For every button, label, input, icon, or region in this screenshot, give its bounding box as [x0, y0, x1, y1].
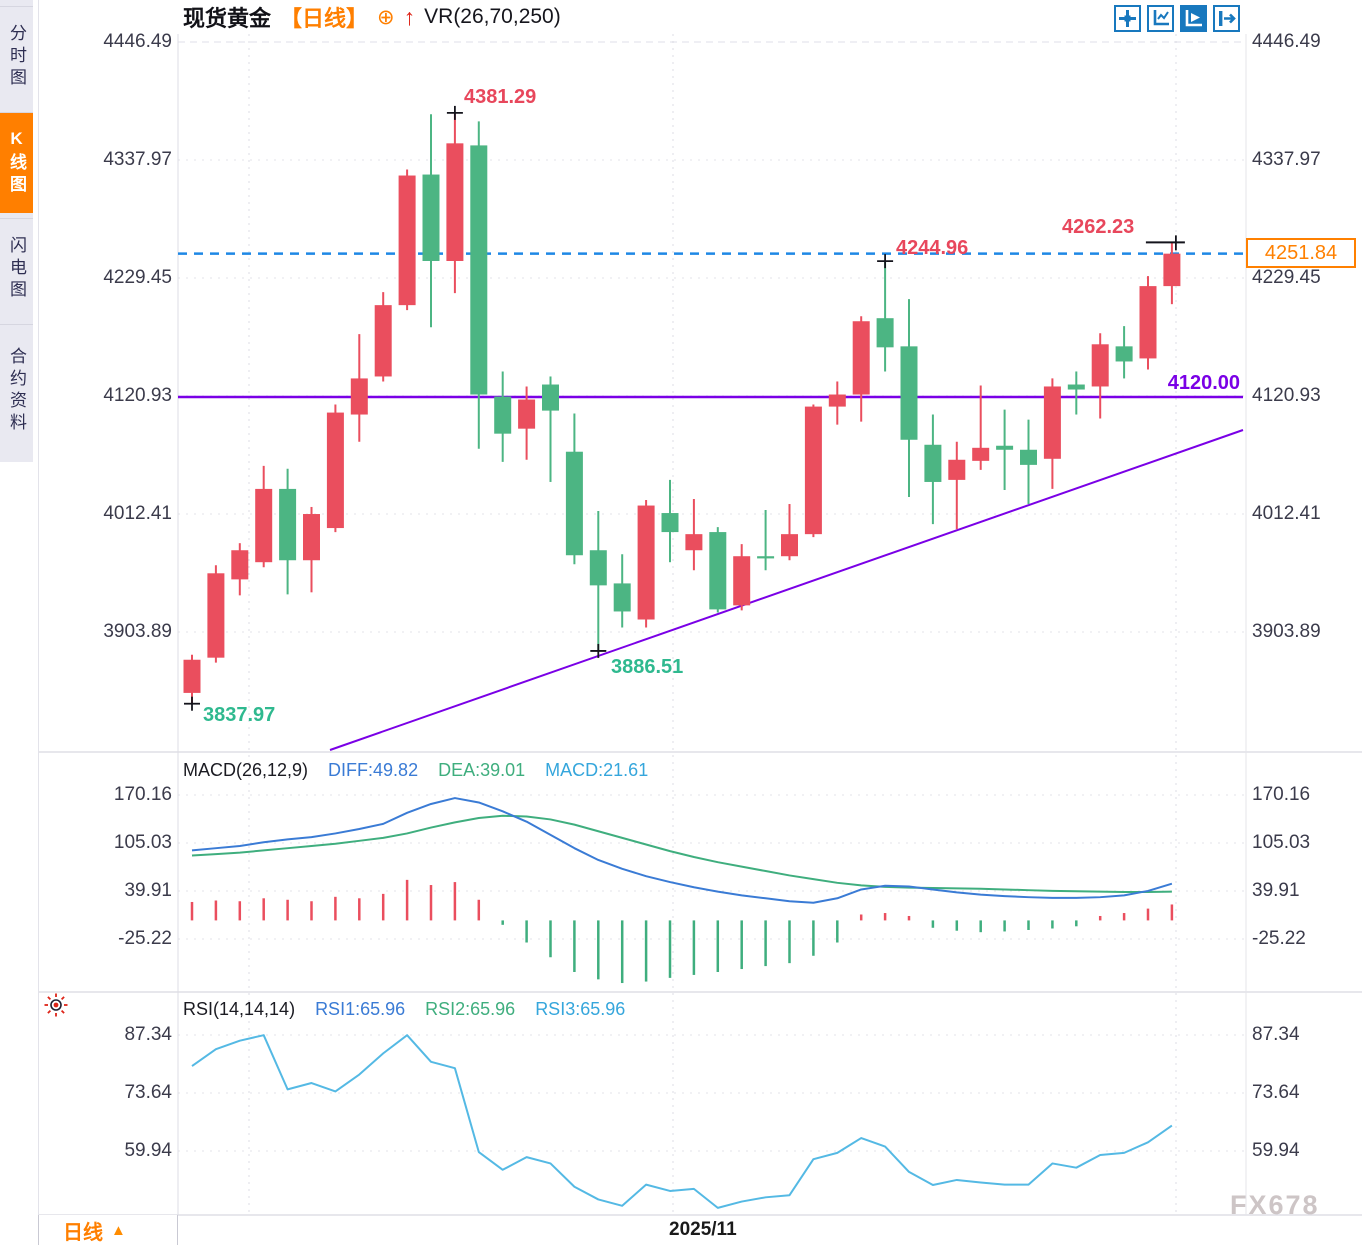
exit-panel-button[interactable] [1213, 5, 1240, 32]
sidebar-tab-2[interactable]: K线图 [0, 112, 33, 213]
candle-12 [446, 143, 464, 261]
candle-24 [733, 556, 751, 606]
candle-17 [565, 451, 583, 556]
timeframe-dropdown-icon: ▲ [111, 1221, 126, 1239]
add-indicator-icon[interactable]: ⊕ [377, 5, 395, 29]
rsi3-value: RSI3:65.96 [535, 999, 626, 1019]
x-axis-tick-label: 2025/11 [669, 1219, 737, 1240]
candle-42 [1163, 253, 1181, 287]
candle-33 [948, 459, 966, 480]
candle-8 [350, 378, 368, 415]
period-tag[interactable]: 【日线】 [280, 6, 369, 31]
candle-18 [589, 550, 607, 586]
symbol-title: 现货黄金 [183, 6, 272, 31]
macd-header: MACD(26,12,9) DIFF:49.82 DEA:39.01 MACD:… [183, 760, 648, 781]
chart-header: 现货黄金 【日线】 ⊕ ↑ VR(26,70,250) [183, 3, 561, 31]
candle-11 [422, 174, 440, 261]
candle-25 [757, 556, 775, 559]
axis-play-icon [1185, 10, 1202, 27]
rsi-header: RSI(14,14,14) RSI1:65.96 RSI2:65.96 RSI3… [183, 999, 625, 1020]
candle-30 [876, 318, 894, 348]
candle-37 [1043, 386, 1061, 459]
last-price-tag: 4251.84 [1246, 238, 1356, 268]
candle-34 [972, 447, 990, 461]
rsi-title: RSI(14,14,14) [183, 999, 296, 1019]
sidebar: 分时图 K线图闪电图合约资料 [0, 0, 33, 462]
candle-2 [207, 573, 225, 658]
candle-15 [518, 399, 536, 429]
sun-indicator-icon[interactable] [43, 992, 69, 1018]
timeframe-selector[interactable]: 日线 ▲ [38, 1215, 178, 1245]
macd-diff-line [191, 797, 1173, 904]
candle-9 [374, 305, 392, 377]
candle-20 [637, 505, 655, 620]
rsi-line [191, 1034, 1173, 1209]
rsi1-value: RSI1:65.96 [315, 999, 406, 1019]
candle-14 [494, 396, 512, 434]
candle-13 [470, 145, 488, 395]
chart-toolbar [1114, 5, 1240, 32]
candle-1 [183, 659, 201, 693]
macd-dea-value: DEA:39.01 [438, 760, 526, 780]
candle-22 [685, 534, 703, 551]
timeframe-label: 日线 [63, 1221, 103, 1244]
candle-5 [279, 488, 297, 561]
crosshair-move-icon [1119, 10, 1136, 27]
sidebar-tab-3[interactable]: 闪电图 [0, 218, 33, 319]
candle-36 [1020, 449, 1037, 465]
candle-21 [661, 513, 679, 533]
candle-39 [1091, 344, 1109, 387]
candle-38 [1067, 384, 1085, 390]
macd-dea-line [191, 814, 1172, 894]
candle-35 [996, 445, 1014, 450]
candle-3 [231, 550, 249, 580]
candle-7 [326, 412, 344, 529]
candle-4 [255, 488, 273, 563]
candle-32 [924, 444, 942, 482]
axis-chart-button[interactable] [1147, 5, 1174, 32]
exit-panel-icon [1219, 11, 1236, 26]
watermark: FX678 [1230, 1190, 1320, 1220]
candle-6 [303, 514, 320, 561]
candle-29 [852, 321, 870, 395]
candle-16 [542, 384, 559, 411]
candle-31 [900, 346, 918, 440]
macd-title: MACD(26,12,9) [183, 760, 309, 780]
macd-diff-value: DIFF:49.82 [328, 760, 419, 780]
candle-28 [828, 394, 846, 407]
candle-19 [613, 583, 631, 612]
candle-23 [709, 532, 727, 610]
candle-26 [781, 534, 798, 557]
macd-macd-value: MACD:21.61 [545, 760, 649, 780]
sidebar-tab-1[interactable]: 分时图 [0, 6, 33, 107]
overlay-indicator-label: VR(26,70,250) [424, 5, 561, 28]
candle-40 [1115, 346, 1133, 362]
candle-10 [398, 175, 416, 306]
sidebar-tab-4[interactable]: 合约资料 [0, 324, 33, 457]
axis-chart-icon [1153, 10, 1169, 26]
up-arrow-icon: ↑ [403, 3, 416, 30]
crosshair-move-button[interactable] [1114, 5, 1141, 32]
candle-41 [1139, 286, 1157, 359]
rsi2-value: RSI2:65.96 [425, 999, 516, 1019]
sidebar-gutter [33, 0, 39, 1245]
axis-play-button[interactable] [1180, 5, 1207, 32]
candle-27 [804, 406, 822, 535]
